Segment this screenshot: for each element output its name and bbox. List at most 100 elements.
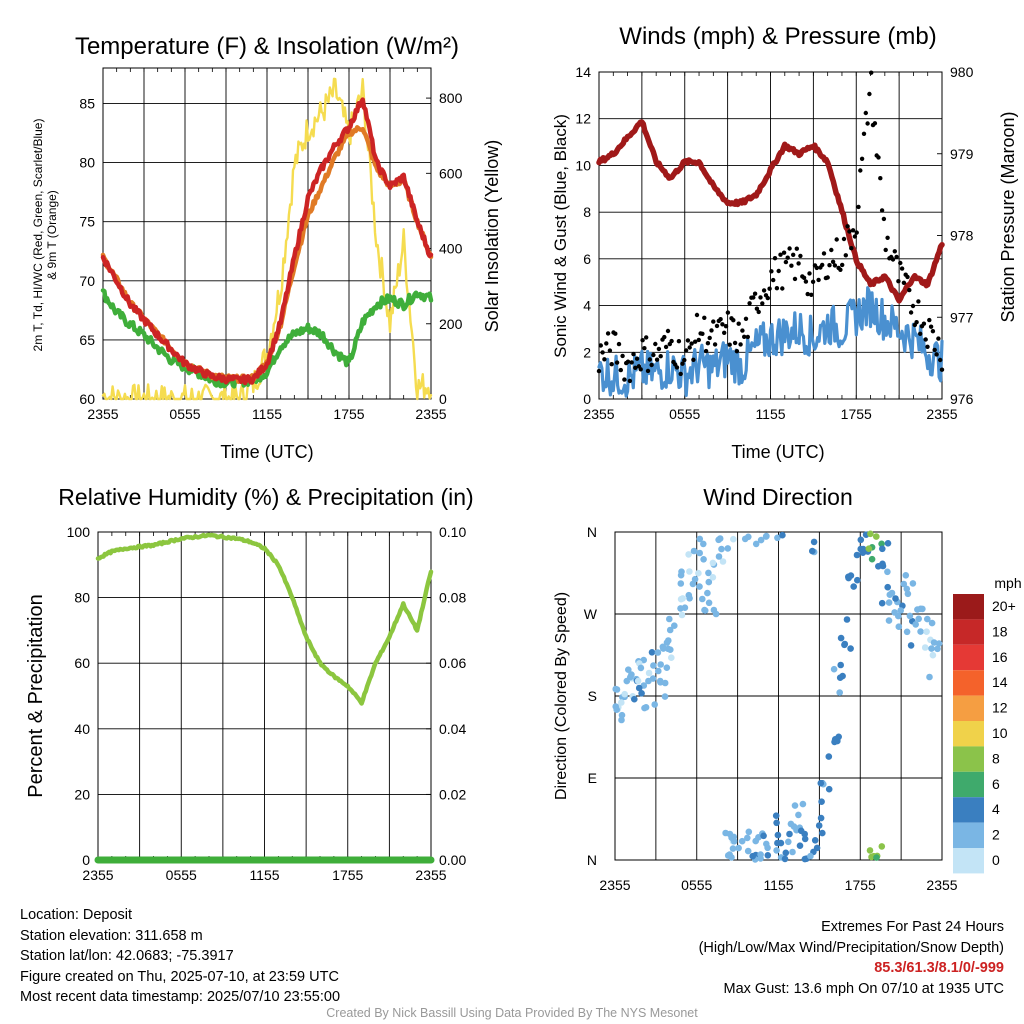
direction-point — [665, 637, 672, 644]
gust-point — [682, 357, 687, 363]
direction-point — [627, 673, 634, 681]
x-tick-label: 1755 — [333, 406, 364, 422]
gust-point — [647, 357, 652, 362]
gust-point — [916, 299, 921, 304]
gust-point — [596, 368, 602, 374]
gust-point — [856, 204, 861, 210]
direction-point — [817, 814, 825, 822]
gust-point — [640, 338, 645, 343]
direction-point — [618, 716, 625, 724]
gust-point — [711, 319, 716, 324]
direction-point — [700, 540, 707, 548]
direction-point — [867, 530, 874, 538]
direction-point — [638, 690, 645, 697]
direction-point — [837, 634, 845, 642]
gust-point — [693, 339, 698, 344]
gust-point — [638, 367, 643, 372]
y2-tick-label: 979 — [950, 146, 974, 162]
y-tick-label: W — [584, 606, 598, 622]
x-tick-label: 2355 — [87, 406, 118, 422]
gust-point — [605, 331, 611, 336]
colorbar-label: 6 — [992, 776, 1000, 792]
gust-point — [847, 229, 852, 234]
gust-point — [876, 155, 881, 160]
gust-point — [683, 348, 689, 353]
gust-point — [633, 365, 638, 370]
gust-point — [620, 353, 625, 359]
direction-point — [873, 854, 880, 861]
x-tick-label: 1155 — [252, 406, 282, 422]
wind-direction-chart: Wind Direction 2355 0555 1155 1755 2355NESWN… — [553, 484, 1022, 893]
direction-point — [718, 545, 725, 553]
gust-point — [609, 362, 614, 367]
gust-point — [859, 156, 865, 161]
direction-point — [651, 701, 658, 708]
gust-point — [872, 121, 878, 126]
gust-point — [669, 338, 674, 344]
gust-point — [607, 348, 613, 353]
direction-point — [853, 551, 861, 559]
direction-point — [815, 822, 823, 829]
gust-point — [827, 263, 832, 268]
direction-point — [884, 540, 892, 547]
direction-point — [699, 595, 706, 603]
colorbar-swatch — [953, 619, 984, 645]
y-tick-label: 80 — [74, 590, 90, 606]
direction-point — [928, 619, 936, 627]
direction-point — [695, 569, 702, 577]
direction-point — [795, 811, 802, 819]
gust-point — [780, 286, 785, 291]
y-tick-label: 70 — [79, 273, 95, 289]
colorbar-label: 10 — [992, 725, 1008, 741]
pressure-line — [596, 119, 945, 304]
gust-point — [939, 367, 945, 372]
y2-tick-label: 977 — [950, 309, 974, 325]
direction-point — [831, 736, 839, 743]
gust-point — [883, 247, 888, 253]
direction-point — [799, 800, 807, 808]
gust-point — [820, 262, 825, 268]
extremes-subtitle: (High/Low/Max Wind/Precipitation/Snow De… — [698, 939, 1004, 956]
y-tick-label: 40 — [74, 721, 90, 737]
direction-point — [762, 533, 770, 540]
direction-point — [730, 535, 737, 543]
dewpoint-line — [100, 288, 434, 389]
direction-point — [928, 645, 935, 652]
gust-point — [914, 320, 919, 325]
gust-point — [936, 336, 941, 341]
gust-point — [740, 328, 745, 333]
direction-point — [885, 617, 893, 624]
x-tick-label: 2355 — [583, 406, 614, 422]
gust-point — [616, 341, 622, 347]
colorbar-label: 0 — [992, 852, 1000, 868]
gust-point — [858, 168, 863, 173]
x-tick-label: 1755 — [841, 406, 872, 422]
direction-point — [878, 540, 885, 548]
direction-point — [878, 843, 886, 850]
direction-point — [667, 646, 674, 653]
direction-point — [866, 847, 874, 854]
y-tick-label: 0 — [82, 852, 90, 868]
gust-point — [598, 343, 603, 348]
gust-point — [785, 255, 790, 260]
temperature-insolation-chart: Temperature (F) & Insolation (W/m²) 2355… — [31, 33, 502, 462]
gust-point — [792, 276, 798, 282]
colorbar-unit: mph — [994, 575, 1021, 591]
x-tick-label: 2355 — [415, 867, 446, 883]
direction-point — [909, 580, 917, 587]
direction-point — [817, 779, 825, 787]
direction-point — [749, 852, 756, 860]
gust-point — [925, 344, 930, 349]
x-tick-label: 1155 — [249, 867, 279, 883]
colorbar-label: 8 — [992, 750, 1000, 766]
y2-tick-label: 600 — [439, 165, 463, 181]
direction-point — [841, 640, 849, 648]
gust-point — [734, 349, 740, 354]
gust-point — [722, 330, 727, 335]
y-tick-label: 60 — [74, 655, 90, 671]
direction-point — [836, 689, 843, 696]
gust-point — [776, 268, 781, 274]
gust-point — [834, 237, 839, 242]
gust-point — [769, 269, 774, 274]
